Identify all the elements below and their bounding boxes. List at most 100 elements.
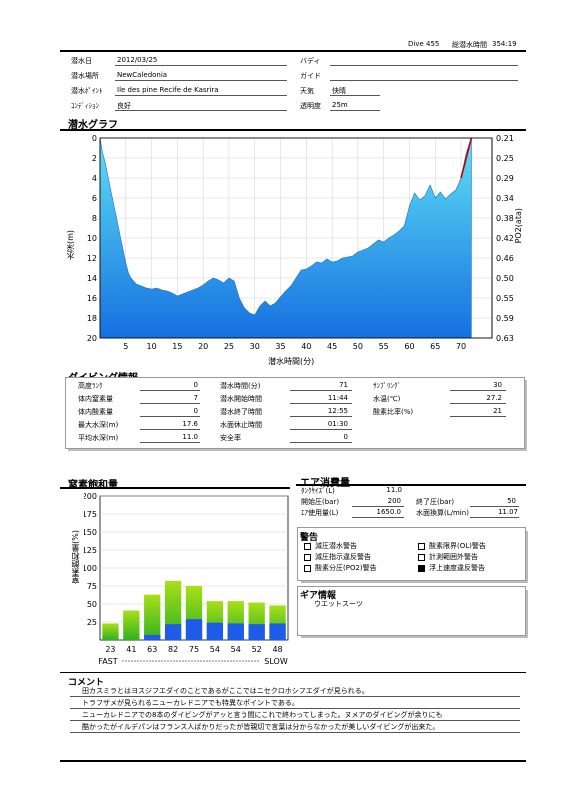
time-tick-label: 60 <box>404 342 414 351</box>
warnings-title: 警告 <box>300 533 319 543</box>
end-pressure-label: 終了圧(bar) <box>416 498 455 506</box>
po2-tick-label: 0.29 <box>496 174 514 183</box>
n2-slow-bar <box>248 624 265 640</box>
dive-number: Dive 455 <box>408 40 440 48</box>
dive-info-value: 11.0 <box>182 433 198 441</box>
gear-title: ギア情報 <box>300 591 337 601</box>
n2-slow-bar <box>206 622 224 640</box>
nitrogen-title: 窒素飽和量 <box>68 480 118 491</box>
po2-tick-label: 0.59 <box>496 314 514 323</box>
time-tick-label: 50 <box>353 342 363 351</box>
warning-checkbox[interactable] <box>418 553 425 561</box>
n2-tick-label: 50 <box>87 600 97 609</box>
time-tick-label: 35 <box>275 342 285 351</box>
po2-tick-label: 0.50 <box>496 274 514 283</box>
dive-info-label: 高度ﾗﾝｸ <box>78 382 103 390</box>
warning-item: 酸素限界(OL)警告 <box>418 541 486 551</box>
n2-tick-label: 125 <box>84 546 97 555</box>
comment-line: 酷かったがイルデパンはフランス人ばかりだったが皆親切で言葉は分からなかったが美し… <box>82 723 440 731</box>
warning-checkbox[interactable] <box>304 542 311 550</box>
time-tick-label: 70 <box>456 342 466 351</box>
dive-info-label: 潜水開始時間 <box>220 395 262 403</box>
time-tick-label: 15 <box>172 342 182 351</box>
nitrogen-y-label: 窒素飽和量(%) <box>71 530 80 584</box>
nitrogen-chart: 25 50 75 100 125 150 175 200 23 41 63 82 75 54 54 52 48 F… <box>84 492 289 666</box>
time-tick-label: 5 <box>123 342 128 351</box>
po2-tick-label: 0.21 <box>496 134 514 143</box>
dive-info-label: 酸素比率(%) <box>373 408 414 416</box>
dive-info-label: 平均水深(m) <box>78 434 119 442</box>
dive-info-label: 体内酸素量 <box>78 408 113 416</box>
n2-tick-label: 75 <box>87 582 97 591</box>
po2-tick-label: 0.46 <box>496 254 514 263</box>
dive-info-label: 安全率 <box>220 434 241 442</box>
n2-category-label: 75 <box>189 645 199 654</box>
warning-item: 計測範囲外警告 <box>418 552 478 562</box>
comment-title: コメント <box>68 678 105 688</box>
visibility-label: 透明度 <box>300 102 321 110</box>
gear-items: ウエットスーツ <box>314 600 363 608</box>
dive-info-value: 01:30 <box>327 420 348 428</box>
condition-value: 良好 <box>117 102 131 110</box>
surface-rate-value: 11.07 <box>497 508 518 516</box>
po2-tick-label: 0.63 <box>496 334 514 343</box>
point-label: 潜水ﾎﾟｲﾝﾄ <box>71 87 103 95</box>
warnings-box <box>297 527 526 581</box>
time-tick-label: 40 <box>301 342 311 351</box>
start-pressure-label: 開始圧(bar) <box>301 498 340 506</box>
gear-box <box>297 586 526 636</box>
fast-label: FAST <box>98 657 117 666</box>
warning-label: 減圧潜水警告 <box>315 542 357 550</box>
surface-rate-label: 水面換算(L/min) <box>416 509 469 517</box>
total-time-label: 総潜水時間 <box>452 41 487 49</box>
dive-info-value: 30 <box>493 381 502 389</box>
dive-info-value: 27.2 <box>486 394 502 402</box>
end-pressure-value: 50 <box>507 497 516 505</box>
warning-label: 酸素分圧(PO2)警告 <box>315 564 377 572</box>
n2-slow-bar <box>144 634 161 640</box>
dive-info-box <box>65 377 525 449</box>
total-time-value: 354:19 <box>492 40 517 48</box>
po2-tick-label: 0.25 <box>496 154 514 163</box>
dive-info-value: 21 <box>493 407 502 415</box>
n2-total-bar <box>144 594 161 640</box>
comment-line: トラフザメが見られるニューカレドニアでも特異なポイントである。 <box>82 699 299 707</box>
air-title: エア消費量 <box>300 478 350 489</box>
graph-x-label: 潜水時間(分) <box>268 357 315 366</box>
time-tick-label: 65 <box>430 342 440 351</box>
n2-total-bar <box>123 610 140 640</box>
tank-value: 11.0 <box>386 486 402 494</box>
time-tick-label: 30 <box>250 342 260 351</box>
warning-checkbox[interactable] <box>304 564 311 572</box>
warning-checkbox[interactable] <box>418 542 425 550</box>
depth-profile-area <box>99 137 472 339</box>
warning-checkbox[interactable] <box>418 564 425 572</box>
n2-tick-label: 200 <box>84 492 97 501</box>
depth-tick-label: 2 <box>92 154 97 163</box>
warning-label: 酸素限界(OL)警告 <box>429 542 486 550</box>
po2-tick-label: 0.55 <box>496 294 514 303</box>
air-used-label: ｴｱ使用量(L) <box>301 509 339 517</box>
depth-tick-label: 18 <box>87 314 97 323</box>
condition-label: ｺﾝﾃﾞｨｼｮﾝ <box>71 102 99 110</box>
depth-tick-label: 16 <box>87 294 97 303</box>
header-rule <box>60 50 526 52</box>
n2-category-label: 52 <box>252 645 262 654</box>
depth-tick-label: 14 <box>87 274 97 283</box>
dive-info-value: 12:55 <box>327 407 348 415</box>
buddy-label: バディ <box>300 57 321 65</box>
n2-total-bar <box>102 623 119 640</box>
warning-item: 酸素分圧(PO2)警告 <box>304 563 377 573</box>
po2-tick-label: 0.38 <box>496 214 514 223</box>
air-used-value: 1650.0 <box>376 508 402 516</box>
warning-checkbox[interactable] <box>304 553 311 561</box>
n2-category-label: 23 <box>105 645 115 654</box>
graph-title: 潜水グラフ <box>68 120 118 131</box>
n2-slow-bar <box>164 624 182 640</box>
dive-info-value: 0 <box>193 407 198 415</box>
time-tick-label: 10 <box>146 342 156 351</box>
comment-line: 田カスミラとはヨスジフエダイのことであるがここではニセクロホシフエダイが見られる… <box>82 687 369 695</box>
dive-info-label: 水面休止時間 <box>220 421 262 429</box>
dive-info-label: 潜水終了時間 <box>220 408 262 416</box>
dive-info-value: 7 <box>193 394 198 402</box>
